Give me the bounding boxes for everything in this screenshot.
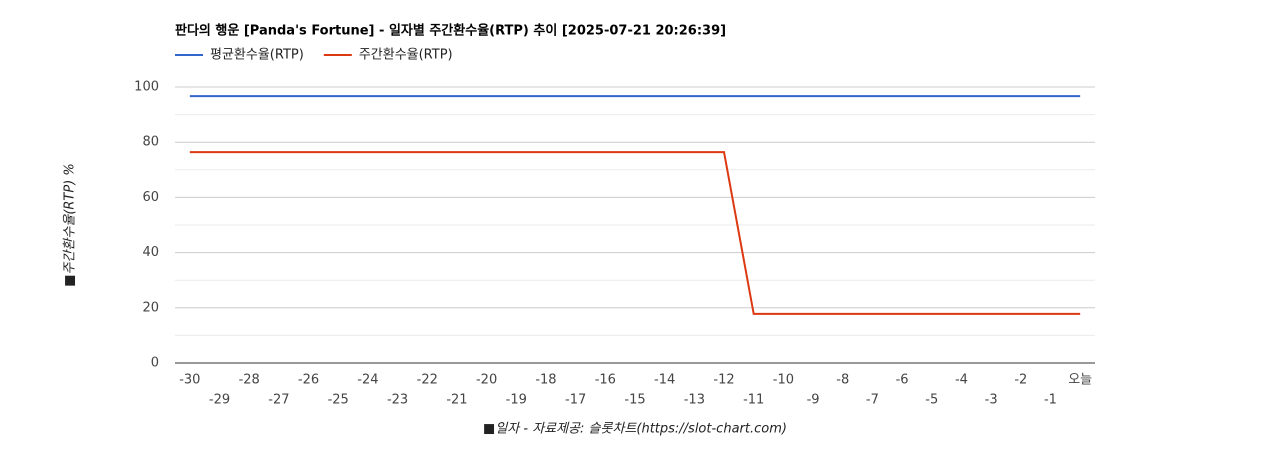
y-tick-label: 100 [134, 80, 159, 95]
x-tick-label: -28 [239, 373, 260, 388]
x-tick-label: -11 [743, 393, 764, 408]
x-tick-label: -23 [387, 393, 408, 408]
x-tick-label: -3 [985, 393, 998, 408]
legend-label: 평균환수율(RTP) [210, 48, 304, 63]
y-tick-label: 60 [142, 190, 159, 205]
x-tick-label: -24 [357, 373, 378, 388]
x-tick-label: -27 [268, 393, 289, 408]
line-series [189, 151, 1081, 315]
y-tick-label: 80 [142, 135, 159, 150]
x-tick-label: -21 [446, 393, 467, 408]
y-tick-label: 20 [142, 300, 159, 315]
x-tick-label: -1 [1044, 393, 1057, 408]
x-tick-label: -26 [298, 373, 319, 388]
y-tick-label: 40 [142, 245, 159, 260]
x-tick-label: -29 [209, 393, 230, 408]
x-tick-label: -15 [624, 393, 645, 408]
x-tick-label: -25 [328, 393, 349, 408]
x-tick-label: -17 [565, 393, 586, 408]
x-tick-label: -30 [179, 373, 200, 388]
x-tick-label: 오늘 [1068, 373, 1092, 388]
x-tick-label: -8 [836, 373, 849, 388]
x-tick-label: -18 [535, 373, 556, 388]
x-axis-title: ■일자 - 자료제공: 슬롯차트(https://slot-chart.com) [483, 422, 787, 437]
x-tick-label: -6 [896, 373, 909, 388]
x-tick-label: -12 [713, 373, 734, 388]
x-tick-label: -13 [684, 393, 705, 408]
x-tick-label: -4 [955, 373, 968, 388]
x-tick-label: -10 [773, 373, 794, 388]
y-tick-label: 0 [151, 356, 159, 371]
y-axis-title: ■주간환수율(RTP) % [63, 163, 78, 287]
x-tick-label: -14 [654, 373, 675, 388]
x-tick-label: -2 [1014, 373, 1027, 388]
x-tick-label: -22 [417, 373, 438, 388]
legend-label: 주간환수율(RTP) [359, 48, 453, 63]
x-tick-label: -7 [866, 393, 879, 408]
x-tick-label: -5 [925, 393, 938, 408]
x-tick-label: -20 [476, 373, 497, 388]
chart-title: 판다의 행운 [Panda's Fortune] - 일자별 주간환수율(RTP… [175, 23, 726, 39]
x-tick-label: -16 [595, 373, 616, 388]
x-tick-label: -19 [506, 393, 527, 408]
x-tick-label: -9 [807, 393, 820, 408]
